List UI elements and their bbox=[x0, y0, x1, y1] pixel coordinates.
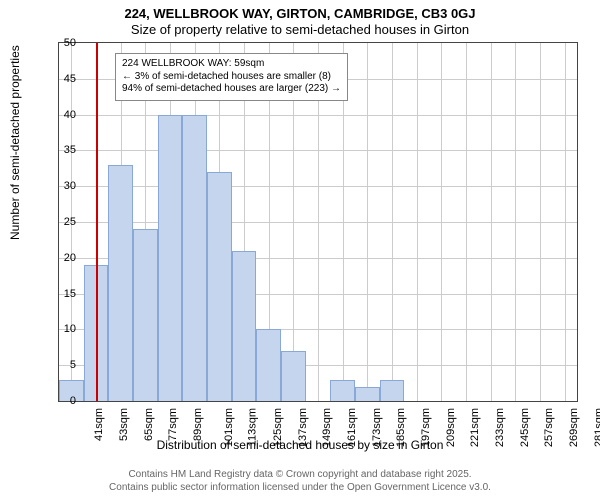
y-tick: 40 bbox=[64, 109, 76, 121]
x-tick: 65sqm bbox=[143, 408, 155, 441]
y-tick: 10 bbox=[64, 323, 76, 335]
histogram-bar bbox=[355, 387, 380, 401]
chart-title-2: Size of property relative to semi-detach… bbox=[0, 22, 600, 37]
y-tick: 0 bbox=[70, 395, 76, 407]
histogram-bar bbox=[207, 172, 232, 401]
annotation-line-2: ← 3% of semi-detached houses are smaller… bbox=[122, 71, 341, 84]
histogram-bar bbox=[158, 115, 183, 401]
x-axis-label: Distribution of semi-detached houses by … bbox=[0, 438, 600, 452]
x-tick: 41sqm bbox=[93, 408, 105, 441]
x-tick: 89sqm bbox=[192, 408, 204, 441]
annotation-line-1: 224 WELLBROOK WAY: 59sqm bbox=[122, 58, 341, 71]
histogram-bar bbox=[256, 329, 281, 401]
y-tick: 45 bbox=[64, 73, 76, 85]
x-tick: 77sqm bbox=[167, 408, 179, 441]
grid-v bbox=[540, 43, 541, 401]
y-tick: 35 bbox=[64, 144, 76, 156]
grid-v bbox=[367, 43, 368, 401]
y-tick: 15 bbox=[64, 288, 76, 300]
histogram-bar bbox=[108, 165, 133, 401]
histogram-bar bbox=[133, 229, 158, 401]
reference-marker-line bbox=[96, 43, 98, 401]
credits: Contains HM Land Registry data © Crown c… bbox=[0, 469, 600, 494]
histogram-bar bbox=[182, 115, 207, 401]
annotation-line-3: 94% of semi-detached houses are larger (… bbox=[122, 83, 341, 96]
y-tick: 25 bbox=[64, 216, 76, 228]
grid-v bbox=[441, 43, 442, 401]
histogram-bar bbox=[281, 351, 306, 401]
grid-v bbox=[491, 43, 492, 401]
grid-v bbox=[565, 43, 566, 401]
histogram-bar bbox=[330, 380, 355, 401]
grid-v bbox=[515, 43, 516, 401]
grid-v bbox=[417, 43, 418, 401]
plot-area: 224 WELLBROOK WAY: 59sqm ← 3% of semi-de… bbox=[58, 42, 578, 402]
credits-line-2: Contains public sector information licen… bbox=[0, 482, 600, 495]
x-tick: 53sqm bbox=[118, 408, 130, 441]
y-tick: 30 bbox=[64, 180, 76, 192]
chart-container: 224, WELLBROOK WAY, GIRTON, CAMBRIDGE, C… bbox=[0, 0, 600, 500]
grid-v bbox=[392, 43, 393, 401]
y-axis-label: Number of semi-detached properties bbox=[8, 45, 22, 240]
y-tick: 50 bbox=[64, 37, 76, 49]
chart-title-1: 224, WELLBROOK WAY, GIRTON, CAMBRIDGE, C… bbox=[0, 6, 600, 21]
histogram-bar bbox=[232, 251, 257, 401]
y-tick: 20 bbox=[64, 252, 76, 264]
histogram-bar bbox=[380, 380, 405, 401]
credits-line-1: Contains HM Land Registry data © Crown c… bbox=[0, 469, 600, 482]
y-tick: 5 bbox=[70, 359, 76, 371]
marker-annotation: 224 WELLBROOK WAY: 59sqm ← 3% of semi-de… bbox=[115, 53, 348, 101]
grid-v bbox=[466, 43, 467, 401]
